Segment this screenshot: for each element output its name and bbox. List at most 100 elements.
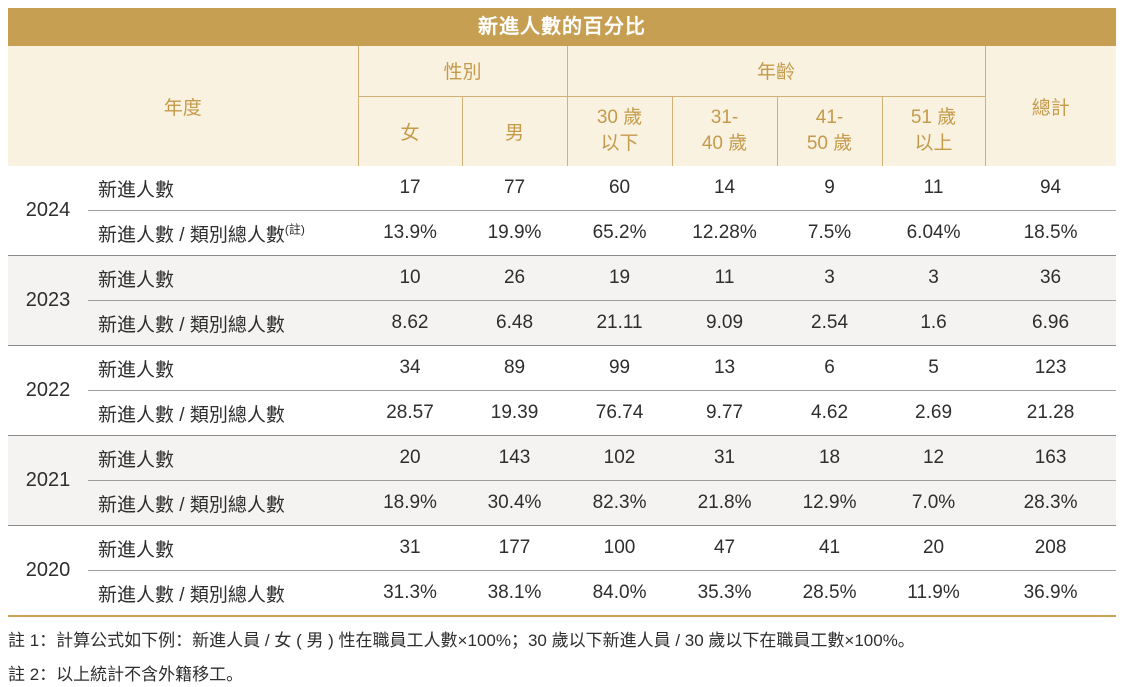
ratio-value: 36.9% bbox=[1023, 582, 1078, 603]
table-title: 新進人數的百分比 bbox=[8, 8, 1116, 46]
col-header-age-41-50: 41- 50 歲 bbox=[777, 96, 883, 166]
count-value: 5 bbox=[882, 345, 986, 391]
age-col-line1: 41- bbox=[815, 107, 844, 129]
count-value: 11 bbox=[672, 255, 778, 301]
age-col-line1: 51 歲 bbox=[910, 107, 957, 129]
ratio-value: 1.6 bbox=[882, 300, 986, 346]
table-row-ratio: 新進人數 / 類別總人數 28.57 19.39 76.74 9.77 4.62 2.69 2… bbox=[8, 391, 1116, 436]
ratio-value: 6.48 bbox=[462, 300, 568, 346]
ratio-value: 2.69 bbox=[915, 402, 953, 423]
count-value: 19 bbox=[567, 255, 673, 301]
count-value: 163 bbox=[985, 435, 1117, 481]
footnotes: 註 1：計算公式如下例：新進人員 / 女 ( 男 ) 性在職員工人數×100%；… bbox=[8, 629, 1116, 687]
count-value: 208 bbox=[985, 525, 1117, 571]
ratio-value: 35.3% bbox=[697, 582, 752, 603]
count-value: 123 bbox=[985, 345, 1117, 391]
ratio-value: 30.4% bbox=[462, 480, 568, 526]
ratio-value: 8.62 bbox=[358, 300, 463, 346]
year-label: 2022 bbox=[8, 345, 88, 436]
table-row-count: 2022 新進人數 34 89 99 13 6 5 123 bbox=[8, 345, 1117, 436]
count-value: 31 bbox=[358, 525, 463, 571]
count-value: 41 bbox=[777, 525, 883, 571]
count-value: 77 bbox=[462, 166, 568, 211]
row-label-count: 新進人數 bbox=[88, 255, 359, 301]
col-header-age-31-40: 31- 40 歲 bbox=[672, 96, 778, 166]
row-label-ratio: 新進人數 / 類別總人數(註) bbox=[88, 211, 358, 256]
count-value: 13 bbox=[672, 345, 778, 391]
ratio-value: 7.5% bbox=[807, 222, 852, 243]
count-value: 12 bbox=[882, 435, 986, 481]
header-row-groups: 年度 性別 年齡 總計 bbox=[8, 46, 1117, 166]
col-header-year: 年度 bbox=[8, 46, 359, 166]
ratio-value: 65.2% bbox=[592, 222, 647, 243]
table-body: 2024 新進人數 17 77 60 14 9 11 94 新進人數 / 類別總人數(註) 13.9… bbox=[8, 166, 1117, 615]
count-value: 89 bbox=[462, 345, 568, 391]
ratio-label-text: 新進人數 / 類別總人數 bbox=[98, 224, 285, 246]
count-value: 34 bbox=[358, 345, 463, 391]
col-header-female: 女 bbox=[358, 96, 463, 166]
table-row-count: 2023 新進人數 10 26 19 11 3 3 36 bbox=[8, 255, 1117, 346]
table-row-count: 2024 新進人數 17 77 60 14 9 11 94 bbox=[8, 166, 1117, 221]
count-value: 94 bbox=[985, 166, 1117, 211]
table-row-count: 2020 新進人數 31 177 100 47 41 20 208 bbox=[8, 525, 1117, 615]
age-col-line1: 31- bbox=[710, 107, 739, 129]
ratio-value: 7.0% bbox=[882, 480, 986, 526]
row-label-count: 新進人數 bbox=[88, 166, 359, 211]
count-value: 26 bbox=[462, 255, 568, 301]
ratio-label-text: 新進人數 / 類別總人數 bbox=[98, 584, 285, 606]
age-col-line2: 40 歲 bbox=[701, 133, 748, 155]
row-label-count: 新進人數 bbox=[88, 345, 359, 391]
ratio-value: 38.1% bbox=[487, 582, 542, 603]
ratio-value: 28.57 bbox=[386, 402, 434, 423]
ratio-value: 9.77 bbox=[706, 402, 744, 423]
ratio-value: 28.5% bbox=[802, 582, 857, 603]
count-value: 11 bbox=[882, 166, 986, 211]
count-value: 143 bbox=[462, 435, 568, 481]
col-header-total: 總計 bbox=[985, 46, 1117, 166]
ratio-value: 12.28% bbox=[692, 222, 757, 243]
ratio-value: 4.62 bbox=[811, 402, 849, 423]
year-label: 2021 bbox=[8, 435, 88, 526]
ratio-value: 21.11 bbox=[567, 300, 673, 346]
ratio-label-text: 新進人數 / 類別總人數 bbox=[98, 404, 285, 426]
ratio-value: 19.9% bbox=[487, 222, 542, 243]
col-header-gender-group: 性別 bbox=[358, 46, 568, 97]
ratio-value: 21.8% bbox=[672, 480, 778, 526]
ratio-value: 2.54 bbox=[777, 300, 883, 346]
count-value: 60 bbox=[567, 166, 673, 211]
ratio-value: 18.5% bbox=[1023, 222, 1078, 243]
count-value: 177 bbox=[462, 525, 568, 571]
age-col-line2: 50 歲 bbox=[806, 133, 853, 155]
ratio-label-text: 新進人數 / 類別總人數 bbox=[98, 314, 285, 336]
year-label: 2024 bbox=[25, 199, 71, 221]
count-value: 100 bbox=[567, 525, 673, 571]
table-header: 年度 性別 年齡 總計 女 男 30 歲 以下 31- 40 歲 bbox=[8, 46, 1117, 166]
count-value: 9 bbox=[777, 166, 883, 211]
count-value: 3 bbox=[882, 255, 986, 301]
year-label: 2023 bbox=[8, 255, 88, 346]
col-header-age-under30: 30 歲 以下 bbox=[567, 96, 673, 166]
ratio-value: 6.96 bbox=[985, 300, 1117, 346]
count-value: 102 bbox=[567, 435, 673, 481]
count-value: 3 bbox=[777, 255, 883, 301]
ratio-value: 11.9% bbox=[907, 582, 960, 603]
col-header-age-over51: 51 歲 以上 bbox=[882, 96, 986, 166]
ratio-value: 19.39 bbox=[490, 402, 539, 423]
ratio-value: 6.04% bbox=[906, 222, 961, 243]
count-value: 20 bbox=[882, 525, 986, 571]
count-value: 99 bbox=[567, 345, 673, 391]
row-label-ratio: 新進人數 / 類別總人數 bbox=[88, 480, 359, 526]
count-value: 36 bbox=[985, 255, 1117, 301]
footnote-1: 註 1：計算公式如下例：新進人員 / 女 ( 男 ) 性在職員工人數×100%；… bbox=[8, 631, 915, 650]
note-superscript: (註) bbox=[284, 222, 305, 237]
age-col-line2: 以下 bbox=[600, 133, 639, 155]
row-label-ratio: 新進人數 / 類別總人數 bbox=[88, 391, 358, 436]
count-value: 10 bbox=[358, 255, 463, 301]
ratio-value: 13.9% bbox=[383, 222, 437, 243]
count-value: 6 bbox=[777, 345, 883, 391]
table-container: 年度 性別 年齡 總計 女 男 30 歲 以下 31- 40 歲 bbox=[8, 46, 1117, 617]
ratio-value: 12.9% bbox=[777, 480, 883, 526]
ratio-value: 21.28 bbox=[1026, 402, 1075, 423]
count-value: 20 bbox=[358, 435, 463, 481]
table-row-ratio: 新進人數 / 類別總人數 18.9% 30.4% 82.3% 21.8% 12.9% 7.0… bbox=[8, 480, 1117, 526]
